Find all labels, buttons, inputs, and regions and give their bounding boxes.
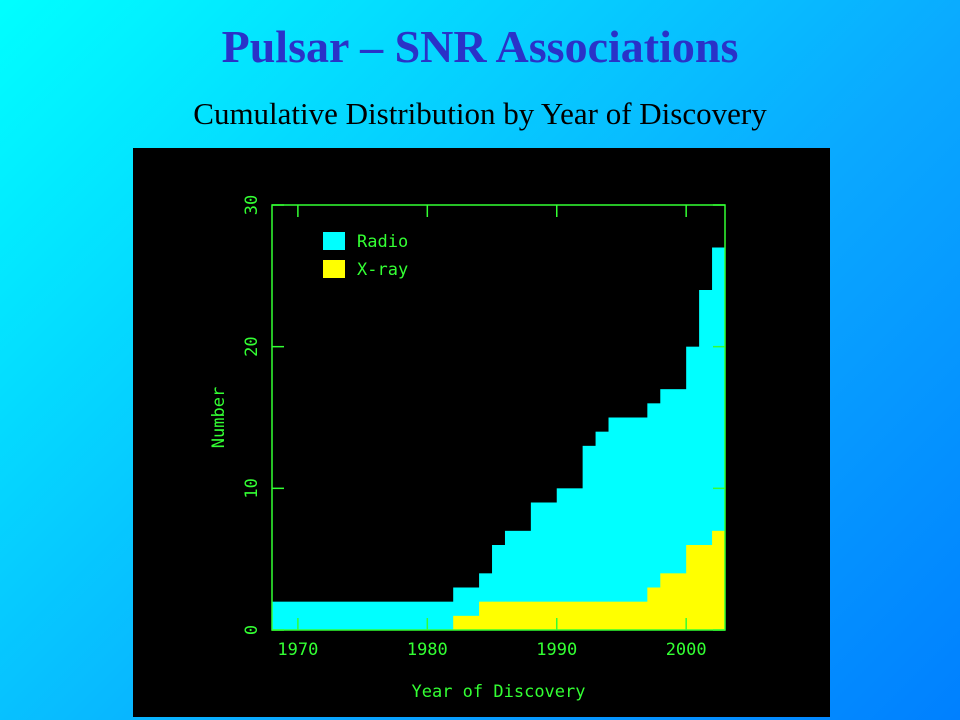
title: Pulsar – SNR Associations: [221, 21, 739, 72]
x-axis-label: Year of Discovery: [412, 682, 586, 702]
y-axis-label: Number: [209, 387, 229, 448]
bar: [530, 601, 558, 630]
axis-frame: [271, 204, 726, 631]
bar: [595, 601, 610, 630]
x-tick-label: 1980: [407, 640, 448, 660]
bar: [608, 601, 648, 630]
bar: [660, 573, 687, 630]
y-tick-label: 0: [242, 625, 262, 635]
bar: [504, 601, 532, 630]
bar: [686, 545, 700, 630]
legend-label: X-ray: [357, 260, 408, 280]
bar: [582, 445, 597, 630]
legend-swatch: [323, 232, 345, 250]
bar: [492, 601, 506, 630]
x-tick-label: 2000: [666, 640, 707, 660]
y-tick-label: 10: [242, 478, 262, 498]
bar: [647, 403, 661, 630]
bar: [647, 587, 661, 630]
bar: [479, 601, 493, 630]
y-tick-label: 30: [242, 195, 262, 215]
legend-label: Radio: [357, 232, 408, 252]
bar: [556, 601, 584, 630]
bar: [595, 431, 610, 630]
bar: [582, 601, 597, 630]
bar: [699, 545, 713, 630]
legend-swatch: [323, 260, 345, 278]
subtitle: Cumulative Distribution by Year of Disco…: [193, 96, 767, 131]
bar: [608, 417, 648, 630]
x-tick-label: 1970: [277, 640, 318, 660]
y-tick-label: 20: [242, 336, 262, 356]
bar: [453, 615, 480, 630]
bar: [712, 530, 726, 630]
bar: [272, 601, 454, 630]
x-tick-label: 1990: [536, 640, 577, 660]
